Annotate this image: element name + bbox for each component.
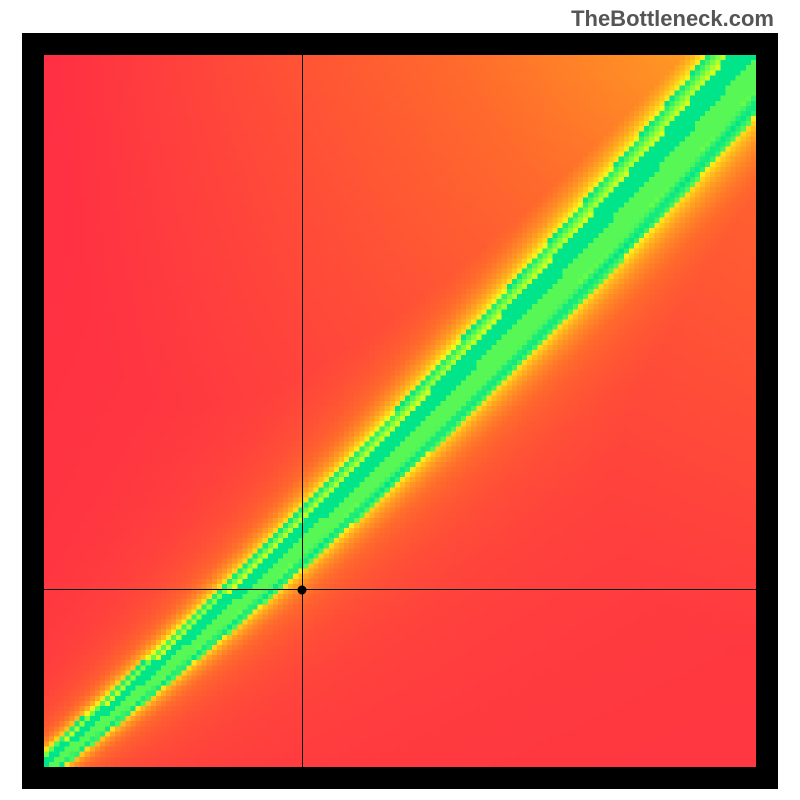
crosshair-marker (298, 585, 307, 594)
crosshair-vertical-line (302, 55, 303, 767)
bottleneck-heatmap (44, 55, 756, 767)
watermark-text: TheBottleneck.com (571, 6, 774, 32)
crosshair-horizontal-line (44, 589, 756, 590)
